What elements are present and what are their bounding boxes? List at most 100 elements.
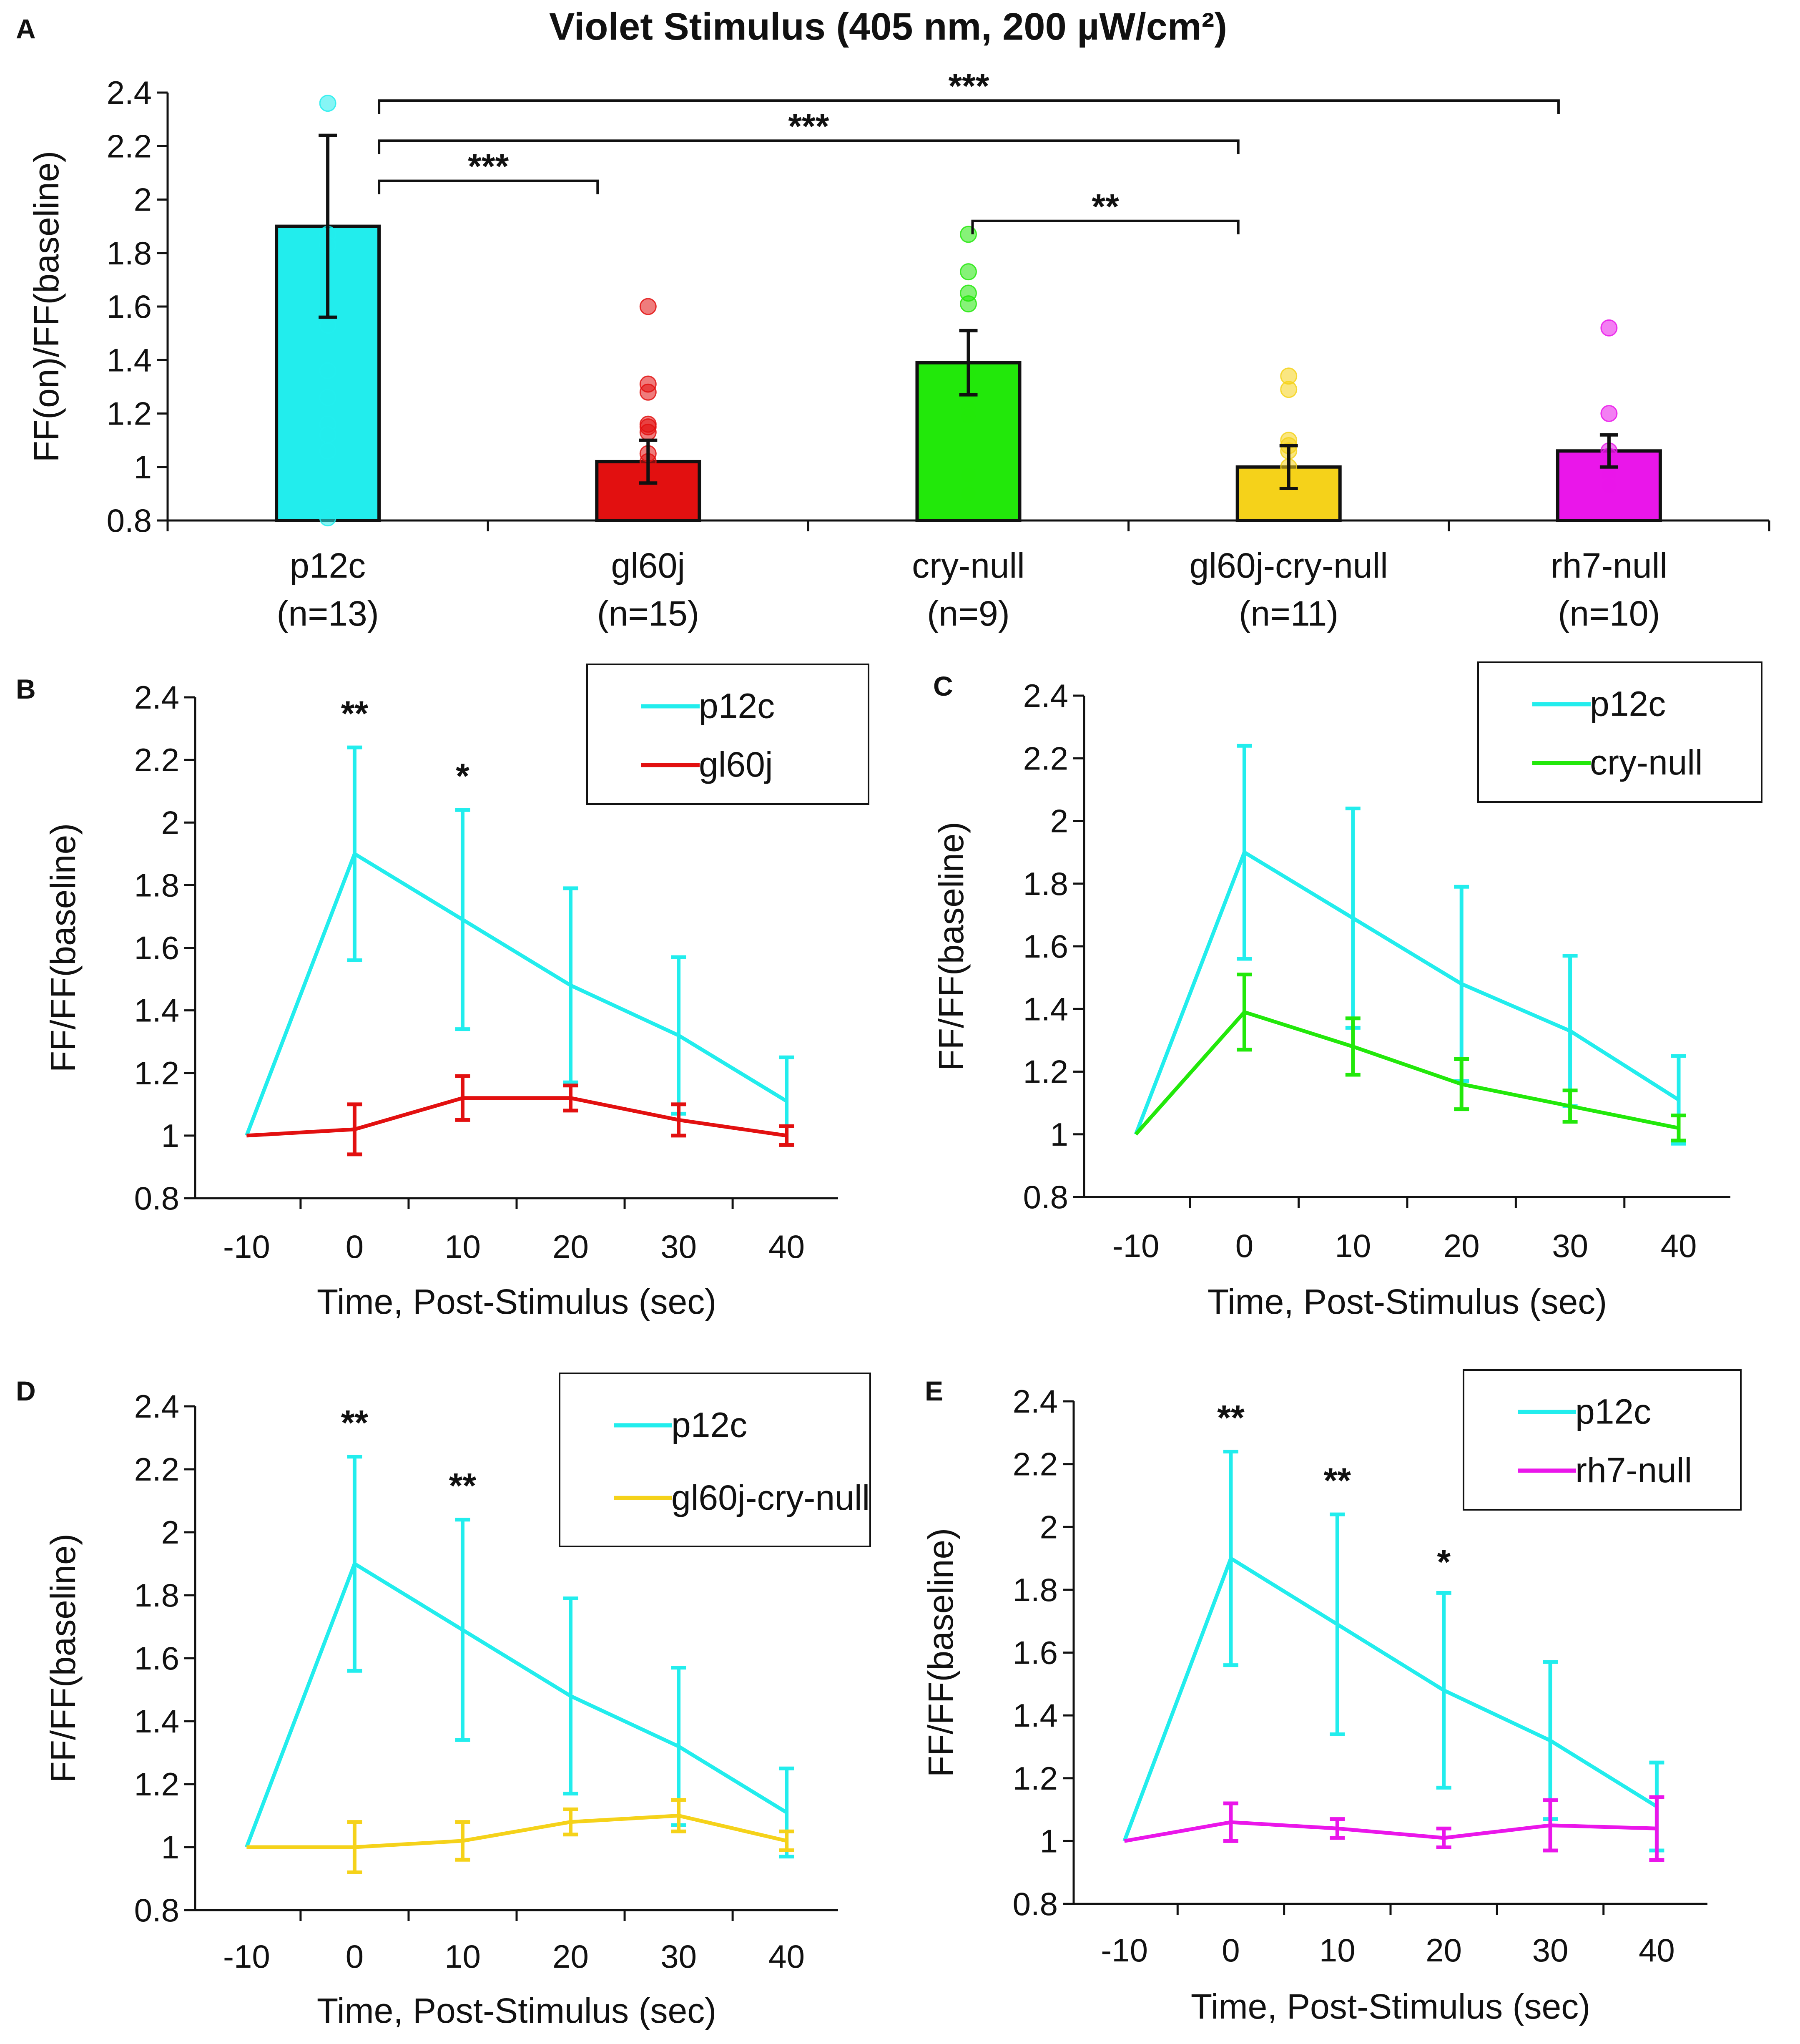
- y-tick-label: 1.8: [134, 1577, 179, 1614]
- panel-letter-c: C: [933, 671, 953, 701]
- y-tick-label: 2: [1040, 1508, 1058, 1545]
- data-point: [960, 295, 977, 313]
- x-tick-label: 20: [1426, 1932, 1462, 1969]
- y-tick-label: 1.6: [134, 1640, 179, 1677]
- data-point: [639, 423, 657, 441]
- series-line-p12c: [1134, 850, 1680, 1135]
- data-point: [319, 95, 336, 112]
- x-tick-label: 30: [660, 1938, 697, 1975]
- y-tick-label: 1: [134, 449, 152, 485]
- y-tick-label: 1.4: [107, 342, 152, 378]
- significance-label: *: [456, 757, 469, 796]
- legend-box: [1463, 1369, 1742, 1511]
- category-label: cry-null: [912, 546, 1025, 585]
- legend-box: [586, 664, 869, 805]
- y-tick-label: 2.2: [1013, 1446, 1058, 1483]
- data-point: [1600, 477, 1618, 495]
- data-point: [960, 263, 977, 281]
- y-tick-label: 1.2: [1013, 1760, 1058, 1797]
- significance-bracket: [378, 139, 1240, 154]
- series-line-p12c: [1122, 1556, 1658, 1842]
- y-tick-label: 2.4: [134, 1388, 179, 1425]
- y-tick-label: 1.4: [134, 1703, 179, 1740]
- x-tick-label: 30: [660, 1228, 697, 1265]
- data-point: [960, 485, 977, 503]
- x-tick-label: 0: [346, 1228, 364, 1265]
- x-tick-label: 10: [444, 1938, 481, 1975]
- series-line-gl60j: [246, 1096, 787, 1138]
- y-tick-label: 1.6: [1023, 928, 1068, 965]
- legend-label: gl60j: [699, 745, 773, 784]
- data-point: [639, 383, 657, 401]
- x-axis-label: Time, Post-Stimulus (sec): [317, 1991, 716, 2030]
- significance-label: *: [1437, 1542, 1451, 1581]
- y-tick-label: 2.4: [134, 679, 179, 716]
- y-tick-label: 2: [1050, 803, 1068, 840]
- y-tick-label: 1.8: [134, 867, 179, 903]
- y-tick-label: 1.2: [1023, 1053, 1068, 1090]
- y-tick-label: 1.4: [134, 992, 179, 1029]
- y-tick-label: 2.4: [107, 74, 152, 111]
- data-point: [319, 509, 336, 527]
- y-axis-label: FF/FF(baseline): [43, 823, 83, 1072]
- category-label: gl60j-cry-null: [1190, 546, 1388, 585]
- y-tick-label: 1.6: [134, 930, 179, 966]
- series-line-cry-null: [1134, 1010, 1679, 1136]
- panel-a: A 0.8 1 1.2 1.4 1.6 1.8 2 2.2 2.4 FF(on)/FF(baseli…: [16, 13, 1770, 633]
- y-tick-label: 1.6: [1013, 1634, 1058, 1671]
- x-tick-label: 0: [1235, 1227, 1253, 1264]
- category-n-label: (n=15): [597, 594, 699, 633]
- significance-label: ***: [468, 147, 509, 186]
- x-axis-label: Time, Post-Stimulus (sec): [1208, 1282, 1607, 1321]
- x-tick-label: -10: [223, 1228, 270, 1265]
- x-axis-label: Time, Post-Stimulus (sec): [1191, 1987, 1590, 2026]
- category-label: rh7-null: [1551, 546, 1667, 585]
- y-tick-label: 0.8: [134, 1892, 179, 1928]
- legend-box: [1477, 661, 1762, 803]
- y-axis-label: FF/FF(baseline): [43, 1534, 83, 1783]
- y-tick-label: 1: [1040, 1823, 1058, 1859]
- significance-bracket: [378, 179, 599, 194]
- y-tick-label: 1.4: [1023, 991, 1068, 1027]
- y-tick-label: 1: [161, 1829, 179, 1865]
- legend-label: p12c: [1575, 1392, 1651, 1431]
- y-tick-label: 1.2: [134, 1766, 179, 1803]
- x-axis-label: Time, Post-Stimulus (sec): [317, 1282, 716, 1321]
- legend-label: gl60j-cry-null: [671, 1478, 870, 1517]
- legend-label: rh7-null: [1575, 1451, 1692, 1490]
- significance-label: ***: [788, 106, 829, 146]
- series-line-p12c: [245, 1562, 788, 1848]
- category-n-label: (n=10): [1558, 594, 1660, 633]
- x-tick-label: 40: [768, 1228, 805, 1265]
- y-tick-label: 2.2: [134, 1451, 179, 1488]
- y-tick-label: 1: [161, 1117, 179, 1154]
- y-tick-label: 1.4: [1013, 1697, 1058, 1734]
- legend-box: [559, 1373, 871, 1547]
- x-tick-label: 0: [1222, 1932, 1240, 1969]
- x-tick-label: 20: [1444, 1227, 1480, 1264]
- x-tick-label: 20: [552, 1228, 589, 1265]
- series-line-rh7-null: [1124, 1820, 1657, 1843]
- data-point: [319, 362, 336, 380]
- significance-bracket: [378, 99, 1560, 114]
- data-point: [1600, 405, 1618, 422]
- category-label: p12c: [290, 546, 366, 585]
- data-point: [639, 298, 657, 315]
- y-tick-label: 1.2: [134, 1055, 179, 1091]
- significance-label: **: [341, 1403, 369, 1442]
- data-point: [319, 426, 336, 444]
- y-tick-label: 2: [134, 181, 152, 218]
- panel-c: C 0.8 1 1.2 1.4 1.6 1.8 2 2.2 2.4 -10 0 10 20 30 40 Time…: [931, 661, 1762, 1321]
- y-tick-label: 1.6: [107, 288, 152, 325]
- data-point: [319, 389, 336, 406]
- legend-label: cry-null: [1590, 743, 1703, 782]
- category-n-label: (n=9): [927, 594, 1009, 633]
- data-point: [960, 226, 977, 243]
- y-tick-label: 2.2: [107, 128, 152, 164]
- x-tick-label: 0: [346, 1938, 364, 1975]
- y-tick-label: 2: [161, 1514, 179, 1551]
- y-tick-label: 2.2: [1023, 740, 1068, 777]
- panel-letter-d: D: [16, 1375, 36, 1406]
- x-tick-label: 10: [1335, 1227, 1371, 1264]
- y-tick-label: 2.2: [134, 742, 179, 778]
